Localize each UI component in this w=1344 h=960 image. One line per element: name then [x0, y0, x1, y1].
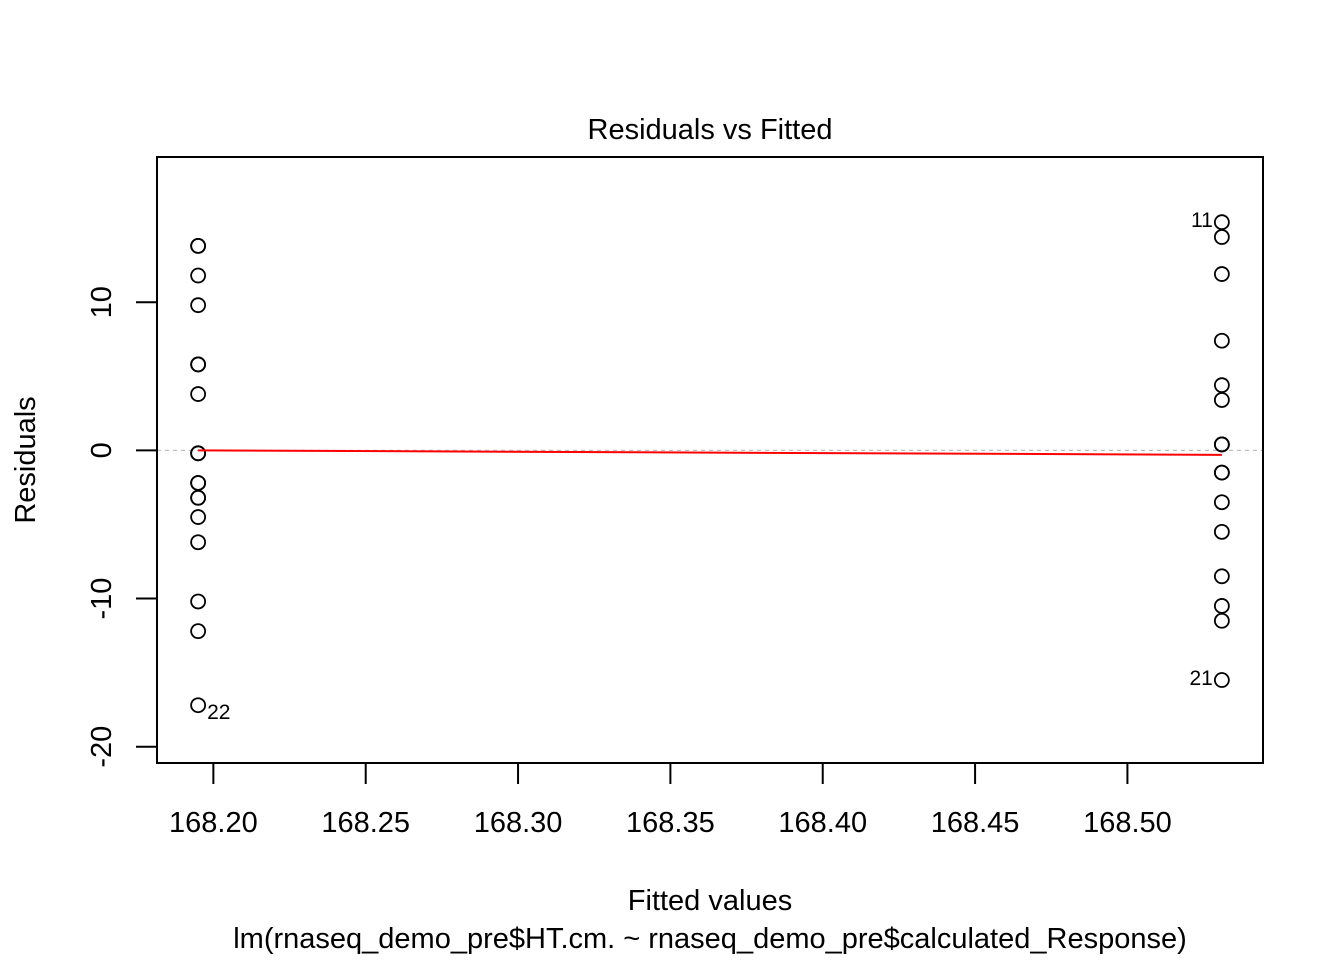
data-point	[190, 267, 207, 284]
data-point	[1213, 568, 1230, 585]
data-point	[1213, 612, 1230, 629]
data-point	[1213, 214, 1230, 231]
x-axis: 168.20 168.25 168.30 168.35 168.40 168.45 168.…	[169, 762, 1172, 839]
data-point	[190, 356, 207, 373]
point-label: 11	[1191, 209, 1213, 232]
y-tick-label: 0	[86, 442, 118, 458]
x-axis-subtitle: lm(rnaseq_demo_pre$HT.cm. ~ rnaseq_demo_…	[233, 923, 1187, 955]
data-point	[190, 697, 207, 714]
y-tick-label: -20	[86, 726, 118, 768]
point-label: 21	[1190, 667, 1213, 690]
data-point	[190, 386, 207, 402]
data-point	[190, 445, 207, 462]
y-tick-label: 10	[86, 286, 118, 318]
data-point	[190, 623, 207, 640]
chart-title: Residuals vs Fitted	[588, 114, 833, 146]
y-axis: -20 -10 0 10	[86, 286, 158, 768]
data-point	[190, 237, 207, 254]
x-tick-label: 168.25	[321, 807, 410, 839]
data-point	[1213, 377, 1230, 394]
x-tick-label: 168.50	[1083, 807, 1172, 839]
data-point	[1213, 672, 1230, 688]
data-point	[190, 509, 207, 525]
y-tick-label: -10	[86, 578, 118, 620]
data-point	[1213, 598, 1230, 614]
data-point	[1213, 523, 1230, 540]
data-point	[1213, 266, 1230, 282]
x-tick-label: 168.35	[626, 807, 715, 839]
x-axis-label: Fitted values	[628, 885, 792, 917]
x-tick-label: 168.20	[169, 807, 258, 839]
data-point	[190, 297, 207, 314]
data-point	[190, 475, 207, 491]
data-point	[190, 593, 207, 610]
data-point	[1213, 436, 1230, 453]
data-point	[1213, 464, 1230, 481]
x-tick-label: 168.40	[778, 807, 867, 839]
point-label: 22	[207, 701, 230, 724]
x-tick-label: 168.30	[474, 807, 563, 839]
y-axis-label: Residuals	[10, 396, 42, 523]
data-point	[1213, 494, 1230, 511]
data-point	[190, 534, 207, 551]
smooth-line	[198, 449, 1222, 456]
data-point	[1213, 229, 1230, 245]
x-tick-label: 168.45	[931, 807, 1020, 839]
plot-frame	[156, 156, 1264, 764]
data-point	[1213, 392, 1230, 408]
data-points: 22 11 21	[190, 209, 1230, 724]
data-point	[190, 489, 207, 506]
plot-area: 22 11 21	[156, 156, 1264, 764]
data-point	[1213, 332, 1230, 349]
